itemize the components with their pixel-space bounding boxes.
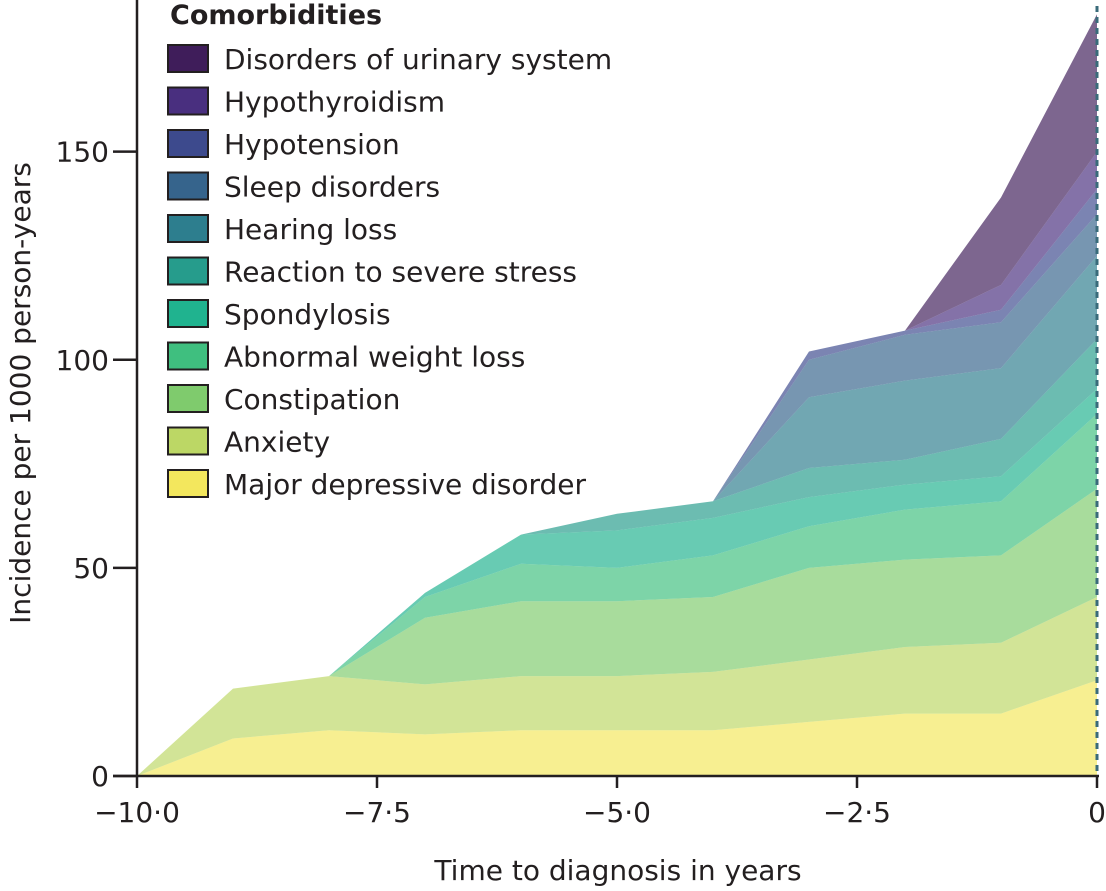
legend-label: Spondylosis	[224, 298, 391, 331]
y-axis-ticks: 0 50 100 150	[56, 136, 137, 793]
legend-swatch	[167, 171, 209, 201]
legend-swatch	[167, 129, 209, 158]
x-axis-ticks: −10·0 −7·5 −5·0 −2·5 0	[94, 776, 1106, 829]
area-major-depressive-disorder	[137, 680, 1097, 776]
area-anxiety	[137, 597, 1097, 776]
legend-swatch	[167, 469, 209, 498]
y-tick-label: 100	[56, 344, 109, 377]
legend-label: Hypothyroidism	[224, 86, 445, 119]
y-tick-label: 0	[91, 760, 109, 793]
x-tick-label: −7·5	[343, 796, 411, 829]
legend-label: Anxiety	[224, 426, 330, 459]
legend-label: Hearing loss	[224, 213, 397, 246]
legend-swatch	[167, 341, 209, 371]
legend-label: Sleep disorders	[224, 171, 440, 204]
legend-label: Reaction to severe stress	[224, 256, 577, 289]
area-abnormal-weight-loss	[137, 413, 1097, 776]
area-series-group	[137, 14, 1097, 777]
x-tick-label: −10·0	[94, 796, 180, 829]
x-axis-title: Time to diagnosis in years	[433, 854, 801, 887]
legend-swatch	[167, 384, 209, 413]
legend-label: Abnormal weight loss	[224, 341, 525, 374]
x-tick-label: 0	[1088, 796, 1106, 829]
legend-swatch	[167, 214, 209, 243]
legend-swatch	[167, 299, 209, 328]
legend-swatch	[167, 256, 209, 286]
area-sleep-disorders	[137, 214, 1097, 777]
y-tick-label: 150	[56, 136, 109, 169]
legend-label: Constipation	[224, 383, 400, 416]
y-tick-label: 50	[73, 552, 109, 585]
x-tick-label: −5·0	[583, 796, 651, 829]
legend: Comorbidities Disorders of urinary syste…	[167, 0, 612, 501]
legend-label: Disorders of urinary system	[224, 43, 612, 76]
legend-swatch	[167, 44, 209, 73]
axes: −10·0 −7·5 −5·0 −2·5 0 0 50 100 150	[56, 0, 1106, 829]
legend-swatch	[167, 426, 209, 456]
legend-label: Major depressive disorder	[224, 468, 586, 501]
legend-label: Hypotension	[224, 128, 400, 161]
area-constipation	[137, 488, 1097, 776]
x-tick-label: −2·5	[823, 796, 891, 829]
y-axis-title: Incidence per 1000 person-years	[4, 162, 37, 624]
legend-swatch	[167, 86, 209, 116]
legend-title: Comorbidities	[170, 0, 382, 31]
